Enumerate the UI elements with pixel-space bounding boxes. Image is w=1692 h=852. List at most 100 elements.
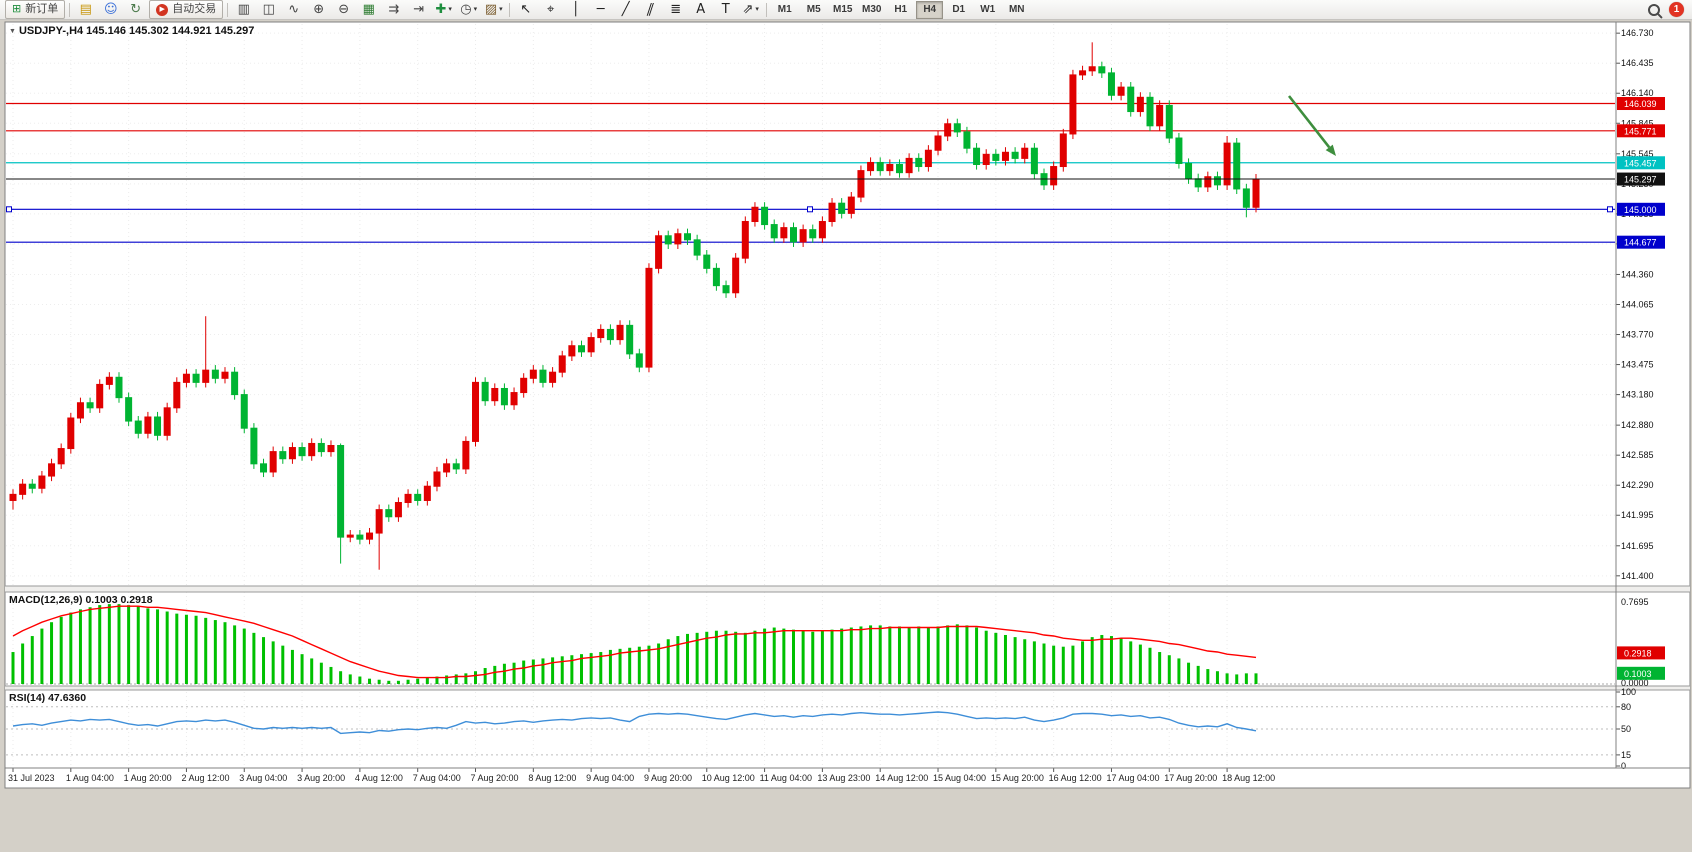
symbol-dropdown-icon[interactable]: ▼ bbox=[9, 28, 16, 35]
candlestick-chart-button[interactable]: ◫ bbox=[257, 0, 280, 19]
timeframe-m5[interactable]: M5 bbox=[806, 4, 821, 15]
candle bbox=[414, 493, 422, 501]
candle bbox=[770, 224, 778, 239]
templates-button[interactable]: ▨ ▾ bbox=[482, 0, 505, 19]
zoom-in-button[interactable]: ⊕ bbox=[307, 0, 330, 19]
timeframe-w1[interactable]: W1 bbox=[980, 4, 996, 15]
svg-text:9 Aug 20:00: 9 Aug 20:00 bbox=[644, 773, 692, 783]
timeframe-m15[interactable]: M15 bbox=[832, 4, 853, 15]
candle bbox=[134, 420, 142, 434]
notification-badge[interactable]: 1 bbox=[1669, 2, 1684, 17]
candle bbox=[751, 206, 759, 223]
community-icon-button[interactable]: ☺ bbox=[99, 0, 122, 19]
candle bbox=[693, 239, 701, 256]
annotation-arrow-head[interactable] bbox=[1325, 144, 1336, 156]
candlestick-chart-icon: ◫ bbox=[262, 2, 275, 17]
price-axis[interactable] bbox=[1616, 22, 1692, 768]
candle bbox=[520, 377, 528, 394]
candle bbox=[1088, 66, 1096, 72]
chart-shift-button[interactable]: ⇥ bbox=[407, 0, 430, 19]
svg-text:7 Aug 20:00: 7 Aug 20:00 bbox=[471, 773, 519, 783]
svg-text:142.880: 142.880 bbox=[1621, 420, 1654, 430]
timeframe-h4[interactable]: H4 bbox=[916, 0, 944, 19]
arrows-icon: ⇗ bbox=[742, 2, 754, 17]
fibonacci-button[interactable]: ≣ bbox=[664, 0, 687, 19]
svg-text:143.180: 143.180 bbox=[1621, 390, 1654, 400]
trendline-button[interactable]: ╱ bbox=[614, 0, 637, 19]
price-badge-145.771 bbox=[1617, 124, 1665, 138]
periods-button[interactable]: ◷ ▾ bbox=[457, 0, 480, 19]
candle bbox=[1011, 151, 1019, 159]
candle bbox=[288, 447, 296, 460]
timeframe-m1[interactable]: M1 bbox=[777, 4, 792, 15]
svg-text:50: 50 bbox=[1621, 724, 1631, 734]
candle bbox=[260, 463, 268, 473]
trendline-icon: ╱ bbox=[621, 2, 630, 17]
candle bbox=[799, 229, 807, 243]
line-handle[interactable] bbox=[807, 206, 813, 213]
candle bbox=[838, 202, 846, 214]
indicators-button[interactable]: ✚ ▾ bbox=[432, 0, 455, 19]
candle bbox=[394, 502, 402, 518]
autotrade-button[interactable]: ▶ 自动交易 bbox=[149, 0, 224, 19]
tile-windows-button[interactable]: ▦ bbox=[357, 0, 380, 19]
candle bbox=[28, 483, 36, 489]
timeframe-m30[interactable]: M30 bbox=[861, 4, 882, 15]
candle bbox=[1194, 178, 1202, 188]
refresh-icon-button[interactable]: ↻ bbox=[124, 0, 147, 19]
channel-button[interactable]: ∥ bbox=[639, 0, 662, 19]
crosshair-button[interactable]: ⌖ bbox=[539, 0, 562, 19]
arrows-button[interactable]: ⇗ ▾ bbox=[739, 0, 762, 19]
annotation-arrow[interactable] bbox=[1287, 95, 1331, 149]
candle bbox=[76, 402, 84, 419]
candle bbox=[616, 324, 624, 341]
candle bbox=[317, 442, 325, 453]
chevron-down-icon: ▾ bbox=[448, 5, 452, 13]
svg-text:100: 100 bbox=[1621, 687, 1636, 697]
new-order-icon: ⊞ bbox=[12, 3, 22, 15]
candle bbox=[337, 445, 345, 538]
rsi-indicator-label: RSI(14) 47.6360 bbox=[9, 692, 87, 704]
auto-scroll-button[interactable]: ⇉ bbox=[382, 0, 405, 19]
timeframe-mn[interactable]: MN bbox=[1008, 4, 1025, 15]
svg-text:13 Aug 23:00: 13 Aug 23:00 bbox=[817, 773, 870, 783]
chart-window bbox=[4, 21, 1691, 789]
candle bbox=[664, 235, 672, 245]
candle bbox=[500, 387, 508, 406]
svg-text:4 Aug 12:00: 4 Aug 12:00 bbox=[355, 773, 403, 783]
svg-text:141.995: 141.995 bbox=[1621, 510, 1654, 520]
label-icon: T bbox=[721, 2, 730, 17]
line-handle[interactable] bbox=[1607, 206, 1613, 213]
new-order-button[interactable]: ⊞ 新订单 bbox=[5, 0, 66, 19]
zoom-out-button[interactable]: ⊖ bbox=[332, 0, 355, 19]
bar-chart-button[interactable]: ▥ bbox=[232, 0, 255, 19]
svg-text:17 Aug 04:00: 17 Aug 04:00 bbox=[1106, 773, 1159, 783]
timeframe-d1[interactable]: D1 bbox=[952, 4, 966, 15]
vline-button[interactable]: │ bbox=[564, 0, 587, 19]
candle bbox=[1223, 142, 1231, 186]
quotes-icon-button[interactable]: ▤ bbox=[74, 0, 97, 19]
timeframe-h1[interactable]: H1 bbox=[894, 4, 908, 15]
toolbar-separator bbox=[509, 2, 511, 17]
candle bbox=[144, 416, 152, 434]
candle bbox=[741, 221, 749, 259]
chart-shift-icon: ⇥ bbox=[413, 2, 425, 17]
hline-button[interactable]: ─ bbox=[589, 0, 612, 19]
candle bbox=[683, 233, 691, 241]
candle bbox=[154, 416, 162, 436]
candle bbox=[1146, 96, 1154, 127]
candle bbox=[279, 451, 287, 460]
candle bbox=[57, 448, 65, 465]
time-axis[interactable] bbox=[5, 768, 1616, 788]
candle bbox=[732, 257, 740, 294]
cursor-button[interactable]: ↖ bbox=[514, 0, 537, 19]
candle bbox=[221, 371, 229, 379]
candle bbox=[915, 157, 923, 168]
candle bbox=[645, 267, 653, 368]
line-chart-button[interactable]: ∿ bbox=[282, 0, 305, 19]
label-button[interactable]: T bbox=[714, 0, 737, 19]
search-icon[interactable] bbox=[1648, 3, 1660, 16]
text-button[interactable]: A bbox=[689, 0, 712, 19]
line-handle[interactable] bbox=[6, 206, 12, 213]
